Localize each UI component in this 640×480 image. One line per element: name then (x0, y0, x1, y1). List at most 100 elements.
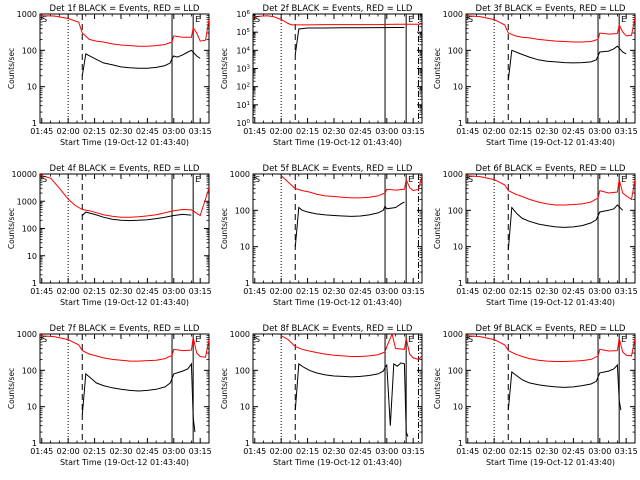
y-axis-label: Counts/sec (7, 208, 16, 249)
panel-title: Det 4f BLACK = Events, RED = LLD (50, 164, 200, 174)
end-marker-label: E (408, 175, 413, 184)
events-series-line (294, 362, 409, 437)
end-marker-label: E (621, 175, 626, 184)
x-tick-label: 02:00 (483, 127, 506, 136)
x-tick-label: 03:00 (375, 127, 398, 136)
x-axis-label: Start Time (19-Oct-12 01:43:40) (60, 138, 189, 147)
x-tick-label: 03:00 (375, 447, 398, 456)
detector-panel: Det 7f BLACK = Events, RED = LLD 1 10 100 10… (7, 324, 212, 467)
plot-frame (39, 173, 210, 284)
x-tick-label: 03:15 (189, 127, 212, 136)
x-tick-label: 03:15 (189, 287, 212, 296)
y-tick-label: 103 (236, 65, 250, 74)
y-tick-label: 10 (240, 403, 250, 412)
start-marker-label: S (255, 15, 260, 24)
x-tick-label: 02:00 (270, 127, 293, 136)
start-marker-label: S (42, 175, 47, 184)
y-axis-label: Counts/sec (220, 208, 229, 249)
plot-area (280, 174, 422, 283)
x-tick-label: 03:00 (588, 447, 611, 456)
x-tick-label: 01:45 (243, 127, 266, 136)
x-tick-label: 02:30 (109, 127, 132, 136)
end-marker-label: E (408, 335, 413, 344)
x-axis-label: Start Time (19-Oct-12 01:43:40) (273, 298, 402, 307)
start-marker-label: S (255, 335, 260, 344)
lld-series-line (466, 335, 635, 362)
y-tick-label: 100 (235, 366, 250, 375)
y-tick-label: 1 (245, 279, 250, 288)
x-tick-label: 03:15 (402, 127, 425, 136)
panel-title: Det 3f BLACK = Events, RED = LLD (476, 4, 626, 14)
x-tick-label: 01:45 (456, 287, 479, 296)
end-marker-label: E (195, 15, 200, 24)
y-tick-label: 106 (236, 10, 250, 19)
x-tick-label: 02:45 (562, 127, 585, 136)
start-marker-label: S (255, 175, 260, 184)
x-tick-label: 03:15 (189, 447, 212, 456)
x-tick-label: 03:00 (588, 127, 611, 136)
start-marker-label: S (468, 175, 473, 184)
y-tick-label: 100 (448, 46, 463, 55)
x-tick-label: 02:45 (349, 287, 372, 296)
detector-panel: Det 1f BLACK = Events, RED = LLD 1 10 100 10… (7, 4, 212, 147)
panel-title: Det 8f BLACK = Events, RED = LLD (263, 324, 413, 334)
x-tick-label: 02:15 (509, 287, 532, 296)
x-tick-label: 01:45 (456, 447, 479, 456)
x-tick-label: 02:30 (109, 287, 132, 296)
y-tick-label: 100 (22, 46, 37, 55)
x-tick-label: 01:45 (456, 127, 479, 136)
x-tick-label: 01:45 (30, 127, 53, 136)
lld-series-line (466, 175, 635, 206)
lld-series-line (40, 335, 209, 362)
plot-frame (252, 13, 423, 124)
y-tick-label: 1 (458, 439, 463, 448)
y-tick-label: 1 (32, 119, 37, 128)
events-series-line (81, 211, 192, 222)
y-tick-label: 10 (27, 403, 37, 412)
y-tick-label: 10 (240, 243, 250, 252)
detector-panel: Det 3f BLACK = Events, RED = LLD 1 10 100 10… (433, 4, 638, 147)
events-series-line (507, 45, 627, 81)
x-tick-label: 02:15 (296, 127, 319, 136)
x-tick-label: 02:45 (562, 447, 585, 456)
lld-series-line (280, 334, 422, 360)
x-tick-label: 02:00 (483, 447, 506, 456)
y-tick-label: 1000 (17, 10, 37, 19)
plot-area (40, 14, 209, 123)
y-axis-label: Counts/sec (7, 48, 16, 89)
x-axis-label: Start Time (19-Oct-12 01:43:40) (60, 298, 189, 307)
x-tick-label: 02:45 (562, 287, 585, 296)
y-tick-label: 10 (453, 403, 463, 412)
y-tick-label: 100 (448, 206, 463, 215)
start-marker-label: S (42, 15, 47, 24)
plot-area (466, 14, 635, 123)
x-tick-label: 03:15 (615, 447, 638, 456)
plot-area (40, 334, 209, 443)
detector-panel: Det 4f BLACK = Events, RED = LLD 1 10 100 10… (7, 164, 212, 307)
x-tick-label: 02:30 (535, 287, 558, 296)
x-tick-label: 02:45 (136, 287, 159, 296)
x-tick-label: 02:30 (322, 447, 345, 456)
x-tick-label: 02:00 (57, 287, 80, 296)
plot-frame (39, 13, 210, 124)
y-tick-label: 100 (235, 206, 250, 215)
y-tick-label: 1000 (443, 170, 463, 179)
detector-panel: Det 6f BLACK = Events, RED = LLD 1 10 100 10… (433, 164, 638, 307)
detector-panel: Det 2f BLACK = Events, RED = LLD 100 101 10… (220, 4, 425, 147)
x-tick-label: 02:30 (109, 447, 132, 456)
x-tick-label: 02:00 (483, 287, 506, 296)
x-tick-label: 01:45 (30, 447, 53, 456)
detector-panel: Det 9f BLACK = Events, RED = LLD 1 10 100 10… (433, 324, 638, 467)
panel-title: Det 5f BLACK = Events, RED = LLD (263, 164, 413, 174)
y-tick-label: 10 (453, 243, 463, 252)
y-axis-label: Counts/sec (433, 208, 442, 249)
plot-frame (39, 333, 210, 444)
y-tick-label: 1000 (230, 170, 250, 179)
y-tick-label: 1 (458, 279, 463, 288)
y-axis-label: Counts/sec (7, 368, 16, 409)
detector-panel: Det 8f BLACK = Events, RED = LLD 1 10 100 10… (220, 324, 425, 467)
x-tick-label: 03:00 (588, 287, 611, 296)
x-tick-label: 02:15 (509, 447, 532, 456)
x-tick-label: 02:00 (57, 447, 80, 456)
x-tick-label: 02:00 (270, 287, 293, 296)
